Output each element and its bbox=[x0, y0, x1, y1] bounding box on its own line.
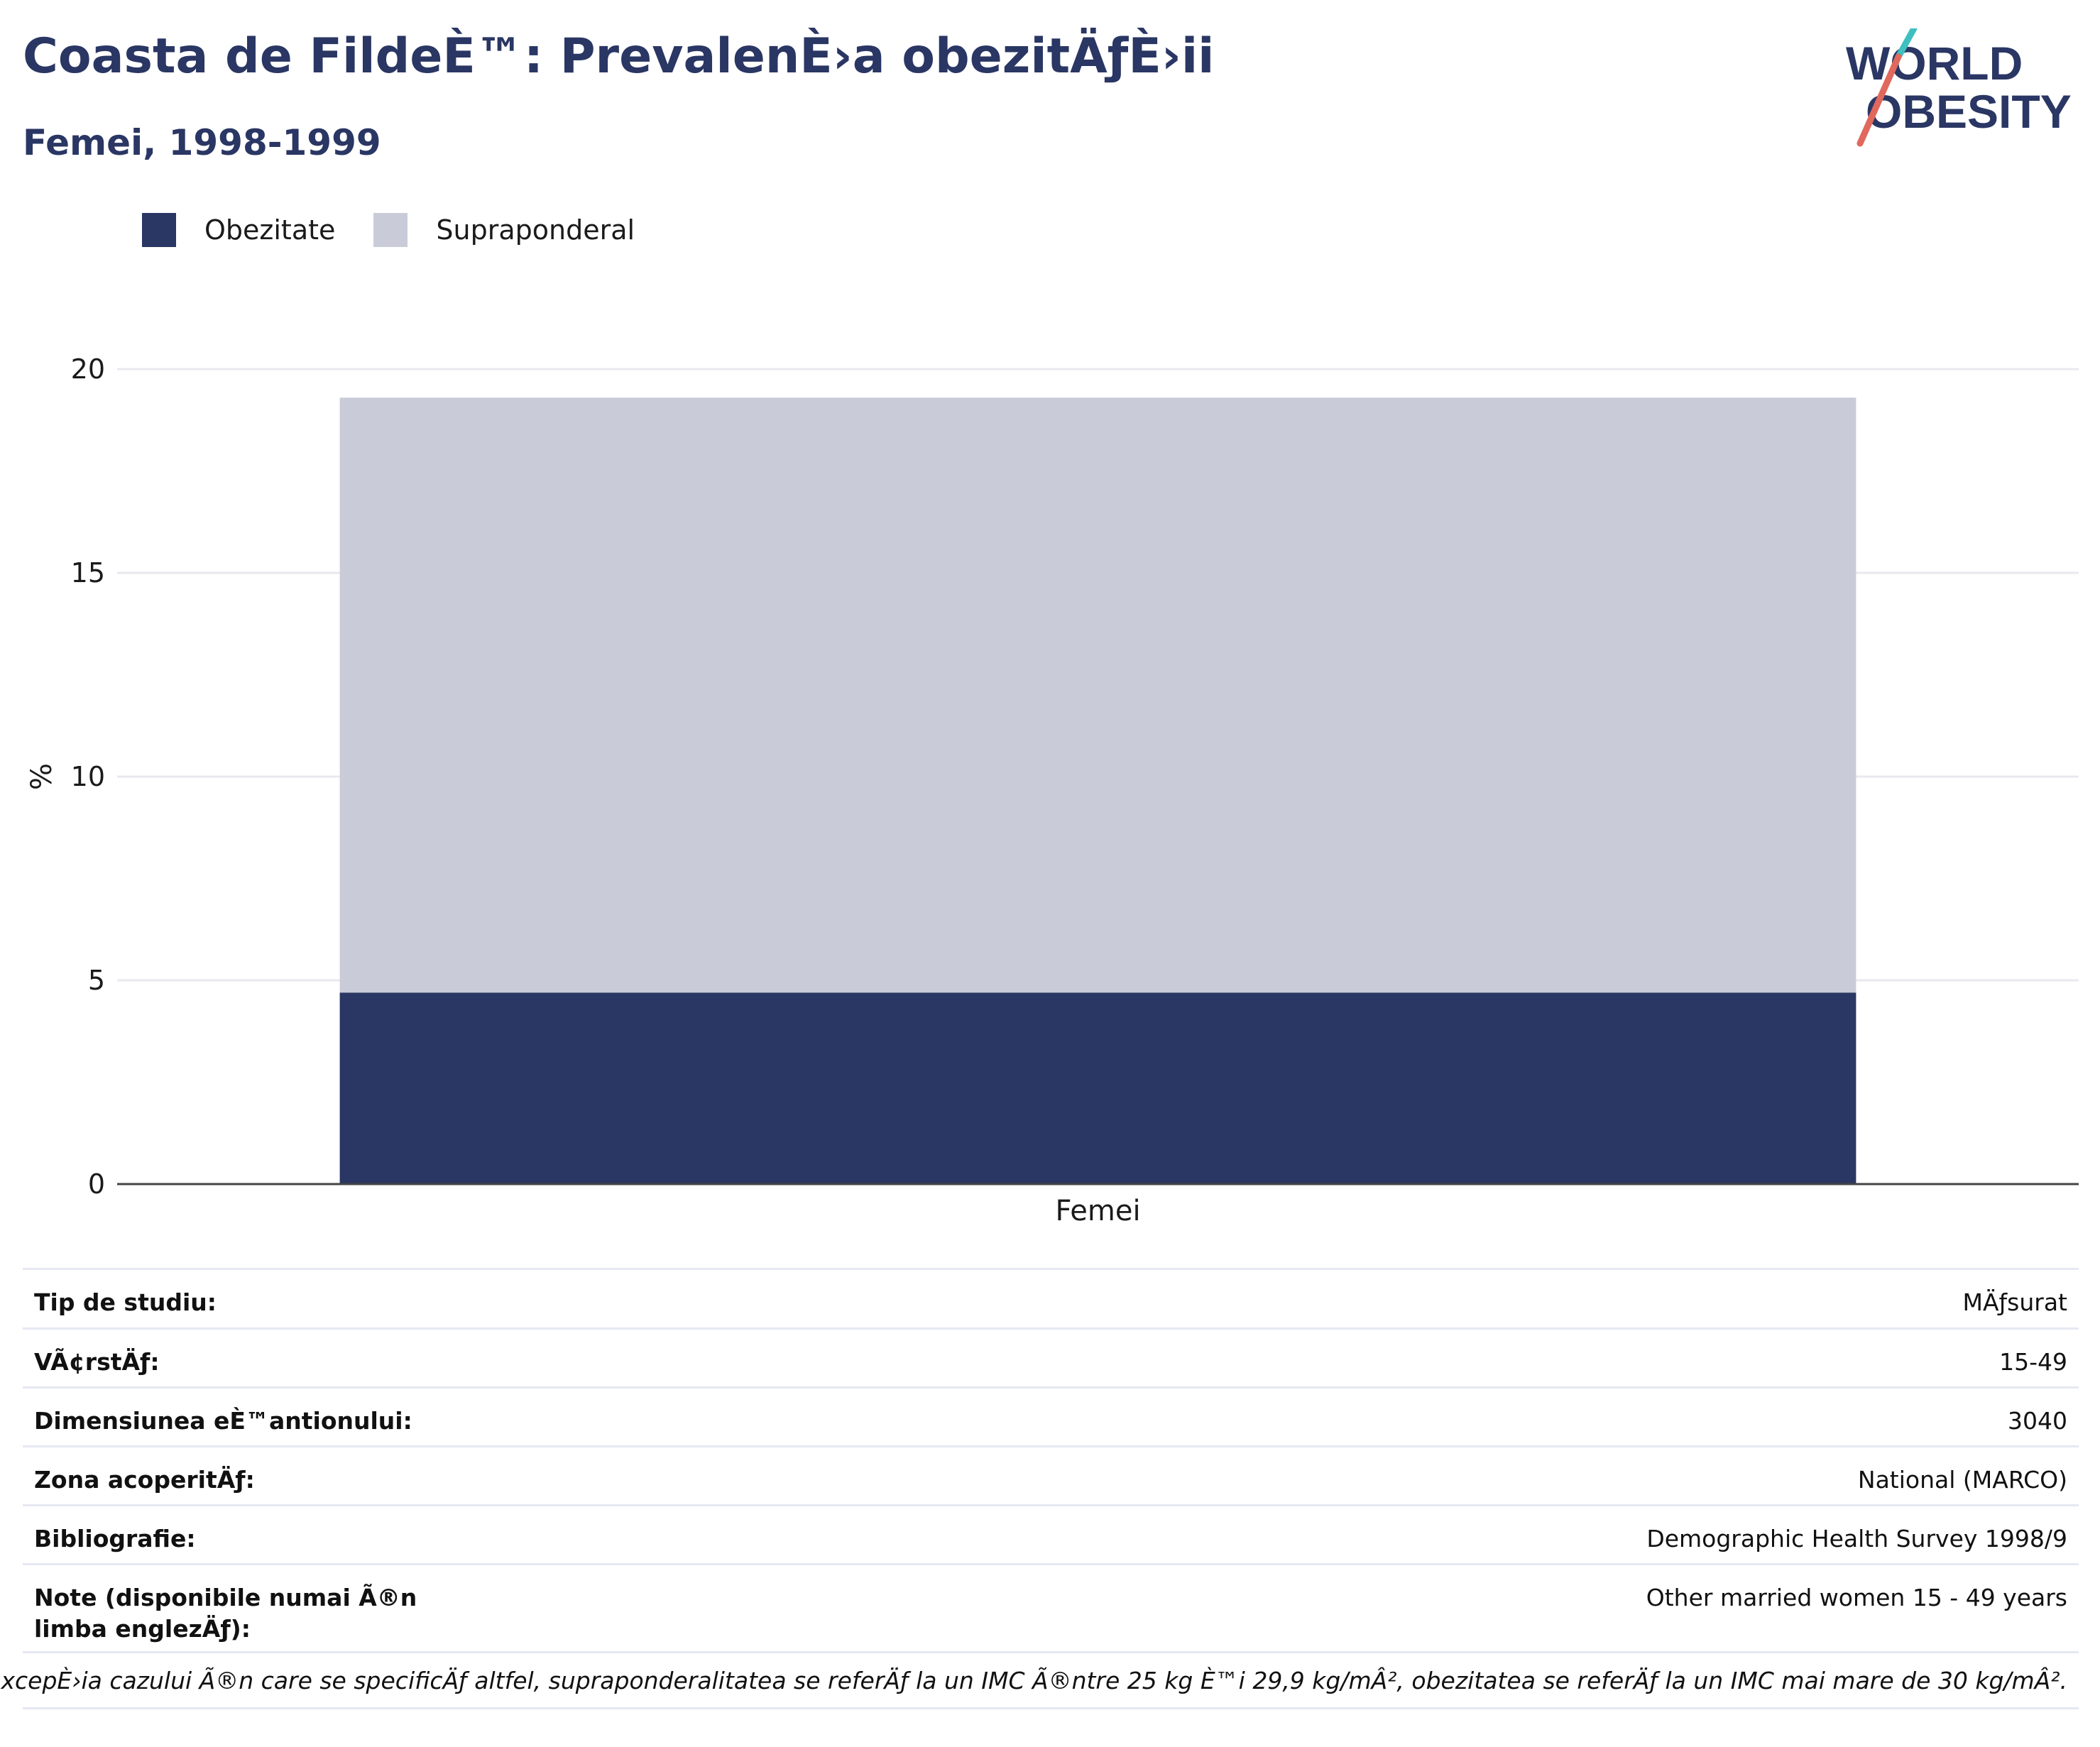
logo-red-stroke bbox=[1856, 53, 1902, 147]
footnote: Cu excepÈ›ia cazului Ã®n care se specifi… bbox=[0, 1666, 2067, 1694]
info-value-study-type: MÄƒsurat bbox=[1962, 1288, 2067, 1316]
footnote-row: Cu excepÈ›ia cazului Ã®n care se specifi… bbox=[0, 1651, 2079, 1709]
chart-legend: Obezitate Supraponderal bbox=[142, 210, 673, 250]
info-row-study-type: Tip de studiu: MÄƒsurat bbox=[23, 1268, 2079, 1327]
info-label-age: VÃ¢rstÄƒ: bbox=[34, 1348, 160, 1376]
y-tick-label: 10 bbox=[71, 761, 105, 792]
legend-item-overweight[interactable]: Supraponderal bbox=[373, 213, 635, 247]
info-row-age: VÃ¢rstÄƒ: 15-49 bbox=[23, 1327, 2079, 1386]
info-row-notes: Note (disponibile numai Ã®n limba englez… bbox=[23, 1563, 2079, 1651]
logo-line1: WORLD bbox=[1846, 37, 2023, 89]
logo-line2: OBESITY bbox=[1866, 85, 2072, 138]
info-row-area-covered: Zona acoperitÄƒ: National (MARCO) bbox=[23, 1445, 2079, 1504]
info-value-sample-size: 3040 bbox=[2008, 1407, 2067, 1435]
world-obesity-logo: WORLD OBESITY bbox=[1846, 28, 2072, 147]
info-row-sample-size: Dimensiunea eÈ™antionului: 3040 bbox=[23, 1386, 2079, 1445]
chart-subtitle: Femei, 1998-1999 bbox=[23, 122, 381, 163]
legend-label-overweight: Supraponderal bbox=[436, 214, 635, 246]
study-info-table: Tip de studiu: MÄƒsurat VÃ¢rstÄƒ: 15-49 … bbox=[0, 1268, 2079, 1709]
y-tick-label: 15 bbox=[71, 557, 105, 588]
y-tick-label: 0 bbox=[88, 1168, 105, 1200]
logo-teal-stroke bbox=[1895, 28, 1918, 60]
chart-title: Coasta de FildeÈ™: PrevalenÈ›a obezitÄƒÈ… bbox=[23, 28, 1215, 84]
y-axis-label: % bbox=[26, 763, 58, 790]
bar-overweight-0 bbox=[339, 398, 1856, 993]
info-row-bibliography: Bibliografie: Demographic Health Survey … bbox=[23, 1504, 2079, 1563]
info-label-notes: Note (disponibile numai Ã®n limba englez… bbox=[34, 1584, 417, 1643]
y-tick-label: 20 bbox=[71, 354, 105, 385]
x-tick-label: Femei bbox=[1055, 1195, 1140, 1227]
info-label-area-covered: Zona acoperitÄƒ: bbox=[34, 1466, 255, 1494]
info-label-study-type: Tip de studiu: bbox=[34, 1288, 217, 1316]
stacked-bar-chart: 0 5 10 15 20 Femei% bbox=[26, 354, 2079, 1227]
legend-label-obesity: Obezitate bbox=[204, 214, 336, 246]
legend-item-obesity[interactable]: Obezitate bbox=[142, 213, 335, 247]
y-tick-label: 5 bbox=[88, 965, 105, 996]
bar-obesity-0 bbox=[339, 992, 1856, 1184]
info-value-age: 15-49 bbox=[1999, 1348, 2067, 1376]
legend-swatch-overweight bbox=[373, 213, 408, 247]
info-label-bibliography: Bibliografie: bbox=[34, 1525, 196, 1552]
info-value-notes: Other married women 15 - 49 years bbox=[1646, 1584, 2067, 1611]
info-value-bibliography: Demographic Health Survey 1998/9 bbox=[1646, 1525, 2067, 1552]
info-label-sample-size: Dimensiunea eÈ™antionului: bbox=[34, 1407, 412, 1435]
info-value-area-covered: National (MARCO) bbox=[1857, 1466, 2067, 1494]
legend-swatch-obesity bbox=[142, 213, 176, 247]
